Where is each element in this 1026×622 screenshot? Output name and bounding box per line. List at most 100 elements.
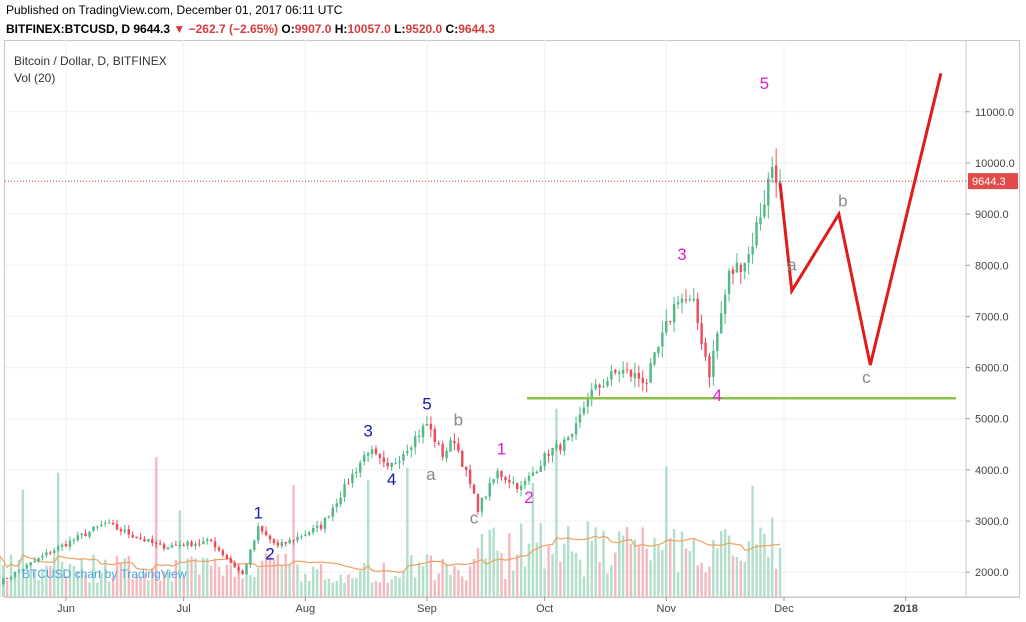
volume-bar xyxy=(413,577,417,597)
volume-bar xyxy=(351,578,354,597)
volume-bar xyxy=(437,573,440,597)
candle-body xyxy=(496,470,499,479)
candle-body xyxy=(213,541,217,548)
candle-body xyxy=(551,447,554,456)
candle-body xyxy=(429,423,433,430)
volume-bar xyxy=(17,559,21,597)
candle-body xyxy=(359,462,362,473)
candle-body xyxy=(151,539,154,544)
volume-bar xyxy=(602,530,605,597)
volume-bar xyxy=(519,523,523,597)
candle-body xyxy=(339,497,342,505)
volume-bar xyxy=(476,547,480,597)
price-chart[interactable]: 9644.3 1 2 3 4 5 a b c 1 2 3 4 5 a b c 2000.0 3000.0 4000.… xyxy=(0,40,1026,622)
candle-body xyxy=(229,558,233,563)
candle-body xyxy=(366,453,370,456)
volume-bar xyxy=(158,581,162,597)
volume-bar xyxy=(190,556,193,597)
volume-bar xyxy=(229,564,233,597)
x-tick-label: 2018 xyxy=(893,603,917,615)
volume-bar xyxy=(500,552,503,597)
x-tick-label: Aug xyxy=(296,603,316,615)
volume-bar xyxy=(688,551,692,597)
candle-body xyxy=(37,557,40,562)
price-change: −262.7 (−2.65%) xyxy=(188,22,279,36)
wave-label: a xyxy=(426,465,436,484)
volume-bar xyxy=(590,540,593,597)
volume-bar xyxy=(323,579,327,597)
candle-body xyxy=(355,471,358,473)
volume-bar xyxy=(551,554,554,597)
volume-bar xyxy=(641,527,644,597)
volume-bar xyxy=(166,572,170,597)
candle-body xyxy=(390,462,393,468)
volume-bar xyxy=(233,576,236,597)
volume-bar xyxy=(41,569,44,597)
volume-bar xyxy=(315,569,319,597)
volume-bar xyxy=(56,472,60,597)
candle-body xyxy=(206,539,209,541)
volume-bar xyxy=(13,575,17,597)
wave-label: 5 xyxy=(422,395,431,414)
volume-bar xyxy=(751,485,754,597)
chart-title: Bitcoin / Dollar, D, BITFINEX xyxy=(14,54,167,68)
volume-bar xyxy=(0,555,1,597)
volume-bar xyxy=(9,554,13,597)
volume-bar xyxy=(170,581,174,597)
candle-body xyxy=(276,542,280,546)
volume-bar xyxy=(362,563,366,597)
candle-body xyxy=(445,450,448,459)
candle-body xyxy=(249,549,252,565)
last-price-badge xyxy=(968,173,1018,190)
candle-body xyxy=(653,352,656,365)
x-tick-label: Oct xyxy=(536,603,553,615)
candle-body xyxy=(88,531,91,537)
volume-bar xyxy=(637,546,641,597)
candle-body xyxy=(669,321,672,323)
y-tick-label: 7000.0 xyxy=(975,311,1009,323)
volume-bar xyxy=(735,556,739,597)
candle-body xyxy=(398,460,401,463)
candle-body xyxy=(676,302,680,305)
candle-body xyxy=(182,544,185,547)
candle-body xyxy=(76,535,79,541)
candle-body xyxy=(539,465,542,472)
wave-label: 2 xyxy=(524,488,533,507)
volume-bar xyxy=(198,574,201,597)
volume-bar xyxy=(127,555,130,597)
volume-bar xyxy=(284,553,287,597)
candle-body xyxy=(221,550,225,556)
volume-bar xyxy=(209,565,213,597)
candle-body xyxy=(170,545,174,548)
volume-bar xyxy=(598,561,601,597)
volume-bar xyxy=(76,571,79,597)
volume-bar xyxy=(778,547,782,597)
volume-bar xyxy=(390,579,393,597)
last-price: 9644.3 xyxy=(133,22,171,36)
candle-body xyxy=(684,299,688,301)
candle-body xyxy=(123,529,127,532)
candle-body xyxy=(727,270,731,294)
candle-body xyxy=(198,543,201,545)
candle-body xyxy=(449,440,452,452)
x-tick-label: Dec xyxy=(774,603,794,615)
candle-body xyxy=(60,544,64,548)
volume-bar xyxy=(88,582,91,597)
volume-bar xyxy=(484,558,488,597)
volume-bar xyxy=(119,563,123,597)
volume-bar xyxy=(763,533,766,597)
volume-bar xyxy=(743,562,746,597)
volume-bar xyxy=(480,533,484,597)
volume-bar xyxy=(139,577,142,597)
volume-bar xyxy=(276,554,280,597)
volume-bar xyxy=(272,559,276,597)
volume-bar xyxy=(64,575,68,597)
candle-body xyxy=(751,246,754,255)
candle-body xyxy=(492,479,495,483)
wave-label: c xyxy=(470,509,479,528)
candle-body xyxy=(323,517,327,530)
symbol-quote-line: BITFINEX:BTCUSD, D 9644.3 ▼ −262.7 (−2.6… xyxy=(6,22,495,36)
candle-body xyxy=(406,451,409,454)
volume-bar xyxy=(245,563,248,597)
volume-bar xyxy=(45,565,48,597)
